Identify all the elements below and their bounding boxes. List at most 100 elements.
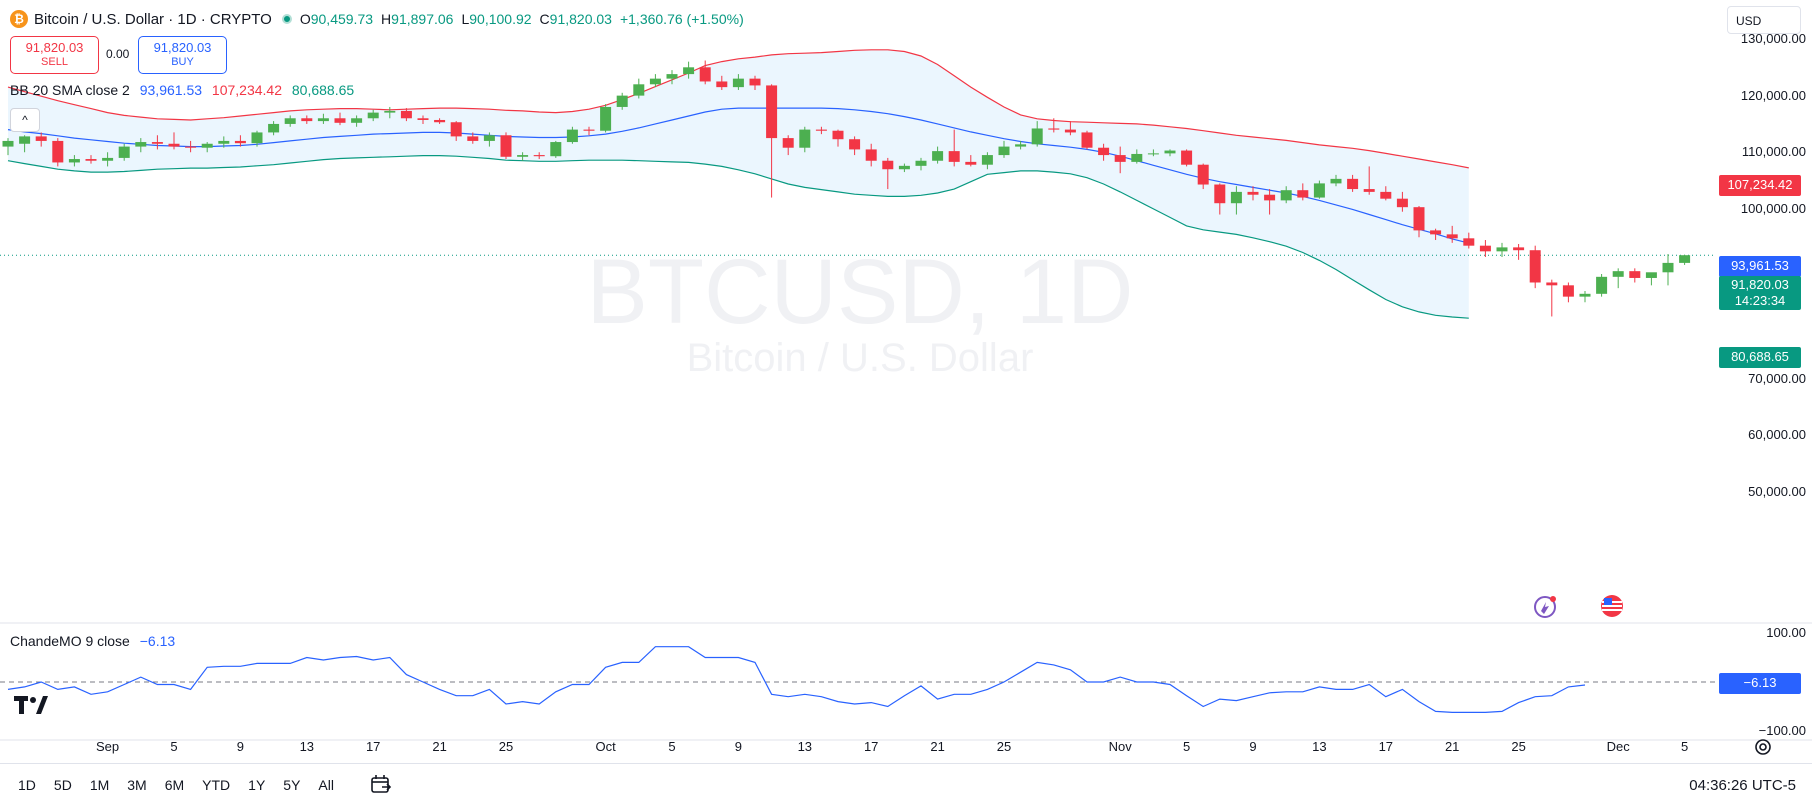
candle[interactable] [1679,254,1691,265]
candle[interactable] [400,108,412,122]
range-button-1m[interactable]: 1M [89,776,110,793]
candle[interactable] [118,143,130,161]
candle[interactable] [1629,268,1641,283]
candle[interactable] [732,74,744,90]
cmo-legend-name[interactable]: ChandeMO 9 close [10,633,130,649]
cmo-line[interactable] [7,646,1586,713]
candle[interactable] [981,152,993,170]
candle[interactable] [1645,272,1657,286]
candle[interactable] [865,143,877,167]
candle[interactable] [1596,273,1608,297]
bb-legend[interactable]: BB 20 SMA close 2 93,961.53 107,234.42 8… [10,82,354,98]
candle[interactable] [1413,206,1425,238]
bb-lower-line[interactable] [7,155,1469,319]
candle[interactable] [1181,149,1193,167]
range-button-ytd[interactable]: YTD [202,776,231,793]
candle[interactable] [1081,130,1093,150]
candle[interactable] [1612,268,1624,289]
collapse-legend-button[interactable]: ^ [10,108,40,132]
cmo-legend[interactable]: ChandeMO 9 close −6.13 [10,633,175,649]
candle[interactable] [1479,240,1491,258]
candle[interactable] [1264,189,1276,215]
bb-legend-name[interactable]: BB 20 SMA close 2 [10,82,130,98]
candle[interactable] [782,135,794,156]
candle[interactable] [334,112,346,126]
candle[interactable] [1363,166,1375,195]
candle[interactable] [450,121,462,141]
candle[interactable] [849,136,861,156]
candle[interactable] [932,146,944,164]
candle[interactable] [699,60,711,85]
candle[interactable] [135,138,147,153]
candle[interactable] [2,138,14,156]
candle[interactable] [1197,163,1209,190]
candle[interactable] [998,140,1010,158]
symbol-title[interactable]: Bitcoin / U.S. Dollar · 1D · CRYPTO [34,10,272,28]
candle[interactable] [583,126,595,136]
candle[interactable] [1579,290,1591,303]
candle[interactable] [1230,186,1242,215]
candle[interactable] [633,78,645,99]
candle[interactable] [417,115,429,124]
candle[interactable] [35,132,47,147]
candle[interactable] [566,126,578,144]
candle[interactable] [683,61,695,79]
candle[interactable] [533,152,545,160]
candle[interactable] [716,75,728,90]
calendar-range-icon[interactable] [370,774,392,796]
candle[interactable] [1048,118,1060,133]
candle[interactable] [1247,186,1259,201]
range-button-5y[interactable]: 5Y [283,776,301,793]
candle[interactable] [1330,174,1342,187]
candle[interactable] [234,135,246,147]
candle[interactable] [1313,180,1325,199]
candle[interactable] [1098,143,1110,161]
candle[interactable] [1529,245,1541,289]
candle[interactable] [1015,140,1027,150]
symbol-legend[interactable]: ₿ Bitcoin / U.S. Dollar · 1D · CRYPTO O … [10,8,752,30]
candle[interactable] [1280,186,1292,204]
candle[interactable] [284,115,296,127]
candle[interactable] [85,155,97,164]
candle[interactable] [1114,146,1126,174]
candle[interactable] [749,75,761,90]
candle[interactable] [1214,183,1226,215]
candle[interactable] [1164,149,1176,157]
candle[interactable] [815,126,827,135]
candle[interactable] [102,152,114,167]
candle[interactable] [1031,121,1043,147]
candle[interactable] [600,104,612,133]
tradingview-logo-icon[interactable] [14,694,48,720]
candle[interactable] [268,121,280,136]
candle[interactable] [1662,254,1674,286]
candle[interactable] [550,140,562,158]
gear-icon[interactable] [1752,736,1774,758]
candle[interactable] [1496,242,1508,258]
candle[interactable] [1380,186,1392,201]
candle[interactable] [68,155,80,167]
candle[interactable] [434,118,446,124]
bb-upper-line[interactable] [7,49,1469,169]
candle[interactable] [517,152,529,161]
candle[interactable] [915,157,927,171]
candle[interactable] [151,135,163,150]
candle[interactable] [666,70,678,85]
candle[interactable] [832,129,844,147]
range-button-all[interactable]: All [318,776,334,793]
candle[interactable] [616,92,628,110]
candle[interactable] [351,115,363,127]
candle[interactable] [168,132,180,150]
candle[interactable] [898,163,910,173]
candle[interactable] [1562,282,1574,303]
candle[interactable] [882,157,894,190]
candle[interactable] [384,106,396,119]
candle[interactable] [1347,174,1359,192]
sparkle-icon[interactable] [1532,594,1558,620]
candle[interactable] [52,138,64,167]
candle[interactable] [1463,232,1475,249]
candle[interactable] [367,109,379,122]
range-button-3m[interactable]: 3M [127,776,147,793]
candle[interactable] [799,126,811,153]
candle[interactable] [19,135,31,153]
candle[interactable] [301,115,313,124]
